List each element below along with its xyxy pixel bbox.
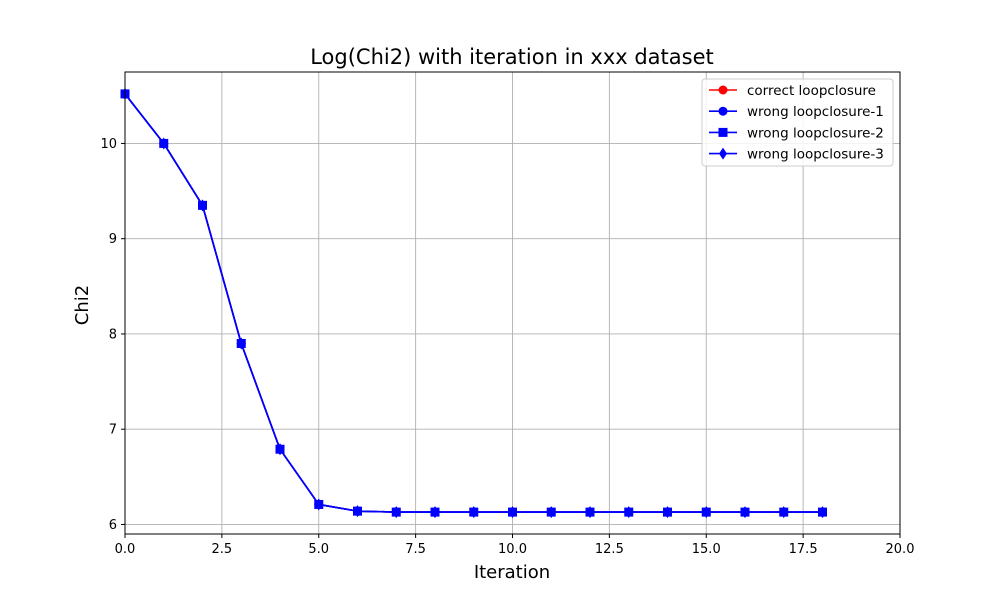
data-point bbox=[469, 506, 478, 519]
data-point bbox=[779, 506, 788, 519]
legend-frame bbox=[701, 78, 894, 167]
data-point bbox=[392, 506, 401, 519]
legend-marker bbox=[718, 85, 728, 95]
y-tick-label: 7 bbox=[109, 423, 117, 438]
x-tick-label: 17.5 bbox=[789, 542, 818, 557]
chart-title: Log(Chi2) with iteration in xxx dataset bbox=[310, 45, 714, 69]
y-tick-label: 6 bbox=[109, 518, 117, 533]
data-point bbox=[547, 506, 556, 519]
x-tick-label: 7.5 bbox=[405, 542, 426, 557]
data-point bbox=[431, 506, 439, 519]
axis-ticks: 0.0 2.5 5.0 7.5 10.0 12.5 15.0 17.5 20.0 6 7 8 9 10 bbox=[100, 137, 914, 557]
data-point bbox=[276, 443, 284, 456]
data-point bbox=[702, 506, 711, 519]
x-tick-label: 5.0 bbox=[308, 542, 329, 557]
legend-label: wrong loopclosure-3 bbox=[747, 147, 884, 163]
legend-item: correct loopclosure bbox=[709, 83, 876, 99]
data-point bbox=[314, 498, 323, 511]
data-point bbox=[198, 199, 207, 212]
legend-marker bbox=[718, 106, 728, 116]
x-tick-label: 15.0 bbox=[692, 542, 721, 557]
legend-label: wrong loopclosure-2 bbox=[747, 125, 884, 141]
legend-label: correct loopclosure bbox=[747, 83, 876, 99]
y-tick-label: 10 bbox=[100, 137, 117, 152]
legend-item: wrong loopclosure-1 bbox=[709, 104, 884, 120]
data-point bbox=[624, 506, 633, 519]
series-4 bbox=[121, 87, 827, 519]
legend-marker bbox=[718, 127, 728, 137]
y-tick-label: 8 bbox=[109, 327, 117, 342]
legend-item: wrong loopclosure-3 bbox=[709, 147, 884, 163]
y-tick-label: 9 bbox=[109, 232, 117, 247]
x-axis-title: Iteration bbox=[474, 562, 550, 583]
data-point bbox=[508, 506, 517, 519]
data-point bbox=[663, 506, 672, 519]
x-tick-label: 2.5 bbox=[212, 542, 233, 557]
data-point bbox=[818, 506, 827, 519]
legend: correct loopclosure wrong loopclosure-1 wr… bbox=[701, 78, 894, 167]
data-point bbox=[159, 137, 168, 150]
x-tick-label: 0.0 bbox=[115, 542, 136, 557]
data-point bbox=[586, 506, 594, 519]
legend-item: wrong loopclosure-2 bbox=[709, 125, 884, 141]
data-point bbox=[237, 337, 246, 350]
data-point bbox=[353, 505, 362, 518]
x-tick-label: 12.5 bbox=[595, 542, 624, 557]
y-axis-title: Chi2 bbox=[72, 285, 93, 325]
data-point bbox=[741, 506, 749, 519]
legend-marker bbox=[719, 147, 727, 160]
x-tick-label: 20.0 bbox=[886, 542, 915, 557]
legend-label: wrong loopclosure-1 bbox=[747, 104, 884, 120]
x-tick-label: 10.0 bbox=[498, 542, 527, 557]
